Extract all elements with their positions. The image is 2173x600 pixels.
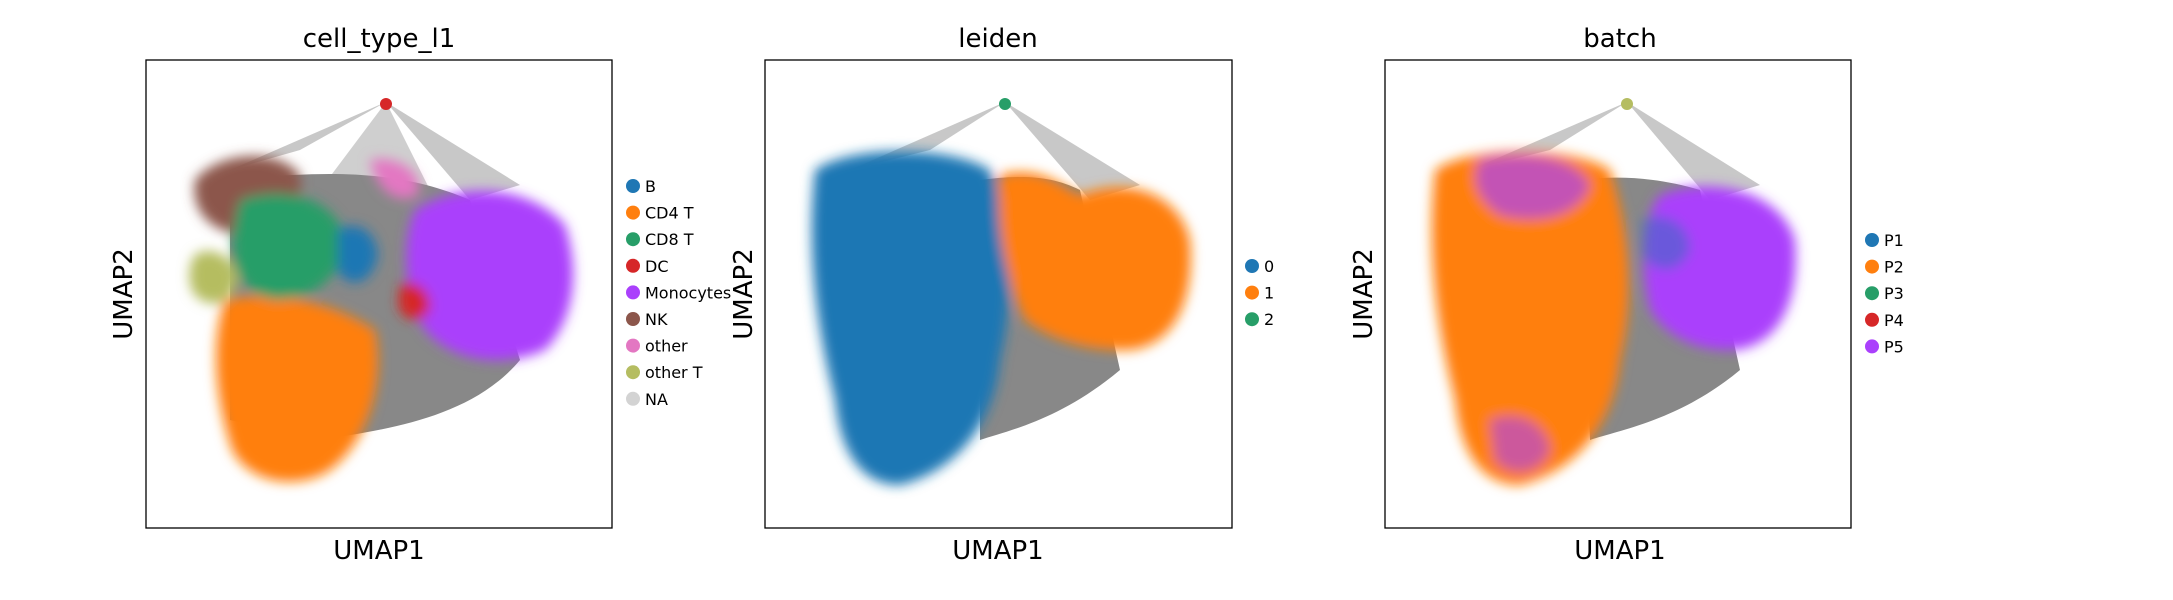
legend-marker — [1865, 286, 1879, 301]
plot-area — [1431, 98, 1796, 485]
cluster-top — [1621, 98, 1633, 110]
legend-label: P3 — [1884, 284, 1904, 303]
legend-label: CD8 T — [645, 230, 694, 249]
legend-marker — [626, 391, 640, 406]
legend-marker — [1245, 259, 1259, 273]
x-axis-label: UMAP1 — [952, 536, 1043, 566]
legend-label: 0 — [1264, 257, 1274, 276]
legend-marker — [626, 258, 640, 273]
region-mixed-bottom — [1490, 416, 1550, 472]
plot-area — [811, 98, 1191, 485]
legend-marker — [626, 285, 640, 300]
panel-batch: batch UMAP1 UMAP2 P1 P2 P3 P4 P5 — [1349, 24, 1904, 566]
cluster-0 — [811, 151, 1009, 485]
y-axis-label: UMAP2 — [1349, 248, 1379, 339]
cluster-other — [370, 159, 420, 199]
cluster-blobs — [811, 151, 1191, 485]
cluster-blobs — [1431, 151, 1796, 485]
legend-marker — [626, 338, 640, 353]
cluster-cd8t — [232, 193, 345, 300]
legend-label: 2 — [1264, 310, 1274, 329]
legend-label: 1 — [1264, 284, 1274, 303]
edge-hub-1 — [230, 102, 386, 170]
legend-marker — [1865, 339, 1879, 354]
x-axis-label: UMAP1 — [333, 536, 424, 566]
legend-label: NK — [645, 310, 668, 329]
legend-marker — [1245, 285, 1259, 300]
legend-marker — [626, 312, 640, 326]
legend-marker — [1865, 259, 1879, 274]
panel-title: cell_type_l1 — [303, 24, 456, 54]
legend-label: NA — [645, 390, 668, 409]
region-blue-speckle — [1640, 216, 1690, 270]
plot-area — [189, 98, 574, 482]
edge-hub-2 — [1627, 102, 1760, 200]
legend-marker — [1865, 312, 1879, 327]
cluster-cd4t — [216, 296, 378, 482]
x-axis-label: UMAP1 — [1574, 536, 1665, 566]
legend-label: other T — [645, 363, 703, 382]
region-mixed-top — [1475, 155, 1590, 219]
cluster-b — [338, 225, 378, 283]
legend-label: B — [645, 177, 656, 196]
cluster-dc — [398, 282, 431, 320]
legend: B CD4 T CD8 T DC Monocytes NK other other T NA — [626, 177, 731, 409]
edge-hub-2 — [386, 102, 520, 200]
cluster-other-t — [189, 251, 238, 304]
legend-label: P4 — [1884, 311, 1904, 330]
region-left — [1431, 151, 1629, 485]
panel-title: leiden — [958, 24, 1037, 54]
y-axis-label: UMAP2 — [729, 248, 759, 339]
cluster-2 — [999, 98, 1011, 110]
legend-label: P1 — [1884, 231, 1904, 250]
cluster-blobs — [189, 156, 574, 482]
legend-label: other — [645, 337, 688, 356]
cluster-dc-top — [380, 98, 392, 110]
legend-label: CD4 T — [645, 204, 694, 223]
cluster-1 — [998, 172, 1191, 351]
cluster-monocytes — [406, 190, 574, 361]
legend-marker — [626, 232, 640, 247]
panel-title: batch — [1583, 24, 1656, 54]
panel-leiden: leiden UMAP1 UMAP2 0 1 2 — [729, 24, 1274, 566]
legend: P1 P2 P3 P4 P5 — [1865, 231, 1904, 356]
legend-label: DC — [645, 257, 669, 276]
y-axis-label: UMAP2 — [109, 248, 139, 339]
legend-marker — [626, 365, 640, 380]
legend-marker — [626, 205, 640, 220]
legend-label: Monocytes — [645, 283, 731, 302]
legend-marker — [1865, 233, 1879, 247]
legend-marker — [1245, 312, 1259, 327]
legend-label: P2 — [1884, 258, 1904, 277]
legend: 0 1 2 — [1245, 257, 1274, 329]
legend-marker — [626, 179, 640, 193]
legend-label: P5 — [1884, 337, 1904, 356]
axes-frame — [1384, 59, 1852, 529]
axes-frame — [145, 59, 613, 529]
edge-hub-2 — [1005, 102, 1140, 200]
axes-frame — [764, 59, 1233, 529]
